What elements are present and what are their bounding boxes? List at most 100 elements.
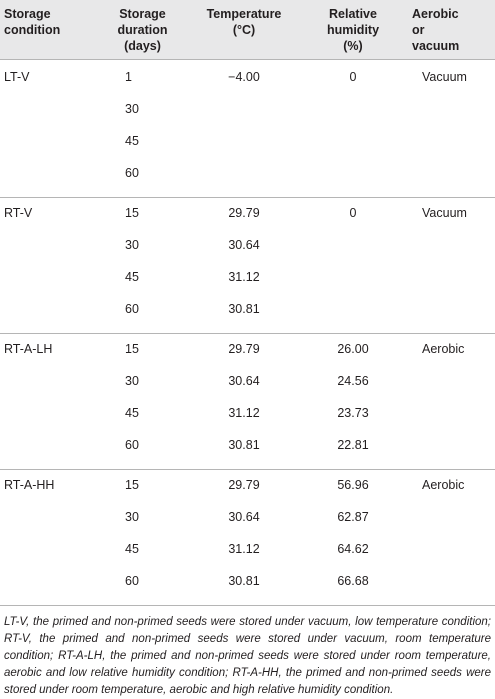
header-storage-condition: Storage condition xyxy=(0,0,95,60)
cell-condition: RT-A-LH xyxy=(4,342,53,356)
cell-duration: 15 xyxy=(125,342,139,356)
header-line: (°C) xyxy=(232,23,256,37)
cell-condition: LT-V xyxy=(4,70,30,84)
cell-aerobic xyxy=(408,129,495,161)
cell-humidity xyxy=(298,233,408,265)
table-row: 60 30.81 22.81 xyxy=(0,433,495,470)
cell-temperature: 30.64 xyxy=(228,510,260,524)
cell-aerobic xyxy=(408,433,495,470)
cell-duration: 15 xyxy=(125,478,139,492)
cell-humidity: 23.73 xyxy=(337,406,369,420)
cell-temperature xyxy=(190,97,298,129)
cell-temperature: 30.64 xyxy=(228,238,260,252)
header-line: vacuum xyxy=(412,39,460,53)
table-body: LT-V 1 −4.00 0 Vacuum 30 45 xyxy=(0,60,495,606)
header-aerobic-or-vacuum: Aerobic or vacuum xyxy=(408,0,495,60)
cell-condition xyxy=(0,233,95,265)
header-line: Temperature xyxy=(206,7,282,21)
cell-humidity: 66.68 xyxy=(337,574,369,588)
cell-duration: 45 xyxy=(125,134,139,148)
cell-duration: 30 xyxy=(125,374,139,388)
table-row: 30 30.64 62.87 xyxy=(0,505,495,537)
cell-aerobic: Vacuum xyxy=(422,206,467,220)
cell-condition xyxy=(0,537,95,569)
cell-humidity: 26.00 xyxy=(337,342,369,356)
header-line: Storage xyxy=(119,7,166,21)
cell-duration: 45 xyxy=(125,270,139,284)
header-line: Aerobic xyxy=(412,7,459,21)
cell-temperature: 31.12 xyxy=(228,406,260,420)
cell-aerobic xyxy=(408,161,495,198)
cell-aerobic xyxy=(408,265,495,297)
cell-humidity: 64.62 xyxy=(337,542,369,556)
header-line: condition xyxy=(4,23,61,37)
cell-temperature: 30.64 xyxy=(228,374,260,388)
cell-condition xyxy=(0,433,95,470)
table-row: LT-V 1 −4.00 0 Vacuum xyxy=(0,60,495,98)
cell-temperature: 30.81 xyxy=(228,438,260,452)
table-row: RT-A-HH 15 29.79 56.96 Aerobic xyxy=(0,470,495,506)
header-line: humidity xyxy=(326,23,380,37)
cell-aerobic xyxy=(408,537,495,569)
cell-temperature: 30.81 xyxy=(228,574,260,588)
table-row: 45 xyxy=(0,129,495,161)
cell-condition xyxy=(0,129,95,161)
table-row: RT-V 15 29.79 0 Vacuum xyxy=(0,198,495,234)
header-line: Storage xyxy=(4,7,51,21)
storage-conditions-table: Storage condition Storage duration (days… xyxy=(0,0,495,606)
cell-condition: RT-A-HH xyxy=(4,478,55,492)
cell-duration: 45 xyxy=(125,542,139,556)
cell-temperature: 31.12 xyxy=(228,270,260,284)
header-row: Storage condition Storage duration (days… xyxy=(0,0,495,60)
header-line: or xyxy=(412,23,425,37)
cell-aerobic xyxy=(408,297,495,334)
header-temperature: Temperature (°C) xyxy=(190,0,298,60)
table-row: 45 31.12 xyxy=(0,265,495,297)
cell-aerobic: Aerobic xyxy=(422,478,465,492)
header-line: (days) xyxy=(124,39,161,53)
cell-humidity: 62.87 xyxy=(337,510,369,524)
cell-condition xyxy=(0,97,95,129)
header-line: (%) xyxy=(343,39,363,53)
cell-humidity xyxy=(298,129,408,161)
cell-aerobic xyxy=(408,569,495,606)
cell-aerobic: Vacuum xyxy=(422,70,467,84)
cell-duration: 30 xyxy=(125,238,139,252)
cell-duration: 60 xyxy=(125,574,139,588)
table-row: 60 xyxy=(0,161,495,198)
cell-humidity xyxy=(298,265,408,297)
table-row: RT-A-LH 15 29.79 26.00 Aerobic xyxy=(0,334,495,370)
cell-humidity xyxy=(298,161,408,198)
cell-aerobic xyxy=(408,369,495,401)
cell-duration: 45 xyxy=(125,406,139,420)
cell-temperature: −4.00 xyxy=(228,70,260,84)
table-footnote: LT-V, the primed and non-primed seeds we… xyxy=(4,616,491,696)
table-row: 30 xyxy=(0,97,495,129)
cell-aerobic: Aerobic xyxy=(422,342,465,356)
cell-temperature: 29.79 xyxy=(228,478,260,492)
table-row: 30 30.64 xyxy=(0,233,495,265)
cell-humidity: 0 xyxy=(349,206,357,220)
cell-humidity: 56.96 xyxy=(337,478,369,492)
cell-humidity: 24.56 xyxy=(337,374,369,388)
cell-duration: 60 xyxy=(125,302,139,316)
header-storage-duration: Storage duration (days) xyxy=(95,0,190,60)
cell-condition xyxy=(0,161,95,198)
cell-condition xyxy=(0,401,95,433)
cell-temperature xyxy=(190,161,298,198)
cell-temperature: 29.79 xyxy=(228,206,260,220)
table-row: 60 30.81 66.68 xyxy=(0,569,495,606)
cell-condition xyxy=(0,265,95,297)
cell-temperature: 30.81 xyxy=(228,302,260,316)
cell-aerobic xyxy=(408,505,495,537)
cell-duration: 15 xyxy=(125,206,139,220)
table-row: 60 30.81 xyxy=(0,297,495,334)
cell-humidity xyxy=(298,297,408,334)
cell-aerobic xyxy=(408,97,495,129)
header-line: duration xyxy=(117,23,168,37)
cell-aerobic xyxy=(408,233,495,265)
cell-duration: 30 xyxy=(125,510,139,524)
cell-condition: RT-V xyxy=(4,206,33,220)
cell-condition xyxy=(0,569,95,606)
